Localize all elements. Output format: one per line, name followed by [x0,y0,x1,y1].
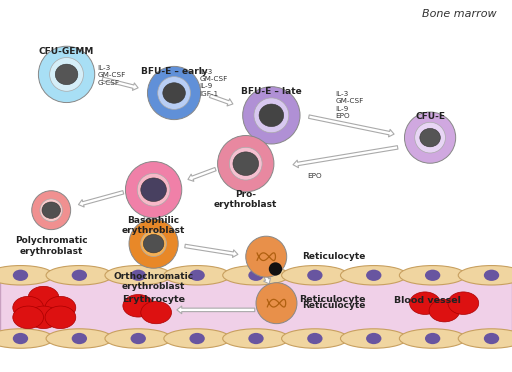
Ellipse shape [429,299,460,322]
Ellipse shape [38,46,95,103]
Ellipse shape [0,329,54,348]
Ellipse shape [50,58,83,91]
Ellipse shape [46,329,113,348]
Ellipse shape [223,329,289,348]
Ellipse shape [45,306,76,328]
Ellipse shape [189,270,205,281]
Ellipse shape [163,83,185,103]
Ellipse shape [254,98,289,133]
Ellipse shape [32,191,71,230]
Ellipse shape [410,292,440,314]
Ellipse shape [164,329,230,348]
Ellipse shape [425,333,440,344]
Ellipse shape [72,270,87,281]
Ellipse shape [141,178,166,202]
Text: Erythrocyte: Erythrocyte [122,295,185,304]
Ellipse shape [233,152,259,176]
Ellipse shape [307,333,323,344]
Ellipse shape [40,199,62,221]
Ellipse shape [256,283,297,324]
Ellipse shape [259,104,284,126]
Ellipse shape [458,329,512,348]
Ellipse shape [366,270,381,281]
Ellipse shape [141,231,166,256]
Ellipse shape [13,306,44,328]
Ellipse shape [46,266,113,285]
Ellipse shape [243,87,300,144]
Ellipse shape [13,270,28,281]
Ellipse shape [105,266,172,285]
Ellipse shape [13,333,28,344]
Ellipse shape [105,329,172,348]
Ellipse shape [425,270,440,281]
Text: Orthochromatic
erythroblast: Orthochromatic erythroblast [114,272,194,291]
Ellipse shape [246,236,287,277]
Ellipse shape [147,66,201,120]
Ellipse shape [366,333,381,344]
Ellipse shape [448,292,479,314]
Ellipse shape [137,173,170,206]
Ellipse shape [28,306,59,328]
Ellipse shape [164,266,230,285]
Ellipse shape [131,270,146,281]
Ellipse shape [484,333,499,344]
Text: CFU-E: CFU-E [415,112,445,121]
Text: Polychromatic
erythroblast: Polychromatic erythroblast [15,236,88,256]
Text: Bone marrow: Bone marrow [422,9,497,19]
Ellipse shape [307,270,323,281]
Ellipse shape [189,333,205,344]
Ellipse shape [72,333,87,344]
Text: Reticulocyte: Reticulocyte [300,295,366,304]
Ellipse shape [399,329,466,348]
Ellipse shape [399,266,466,285]
Ellipse shape [415,122,445,153]
Ellipse shape [229,147,262,180]
Ellipse shape [404,112,456,163]
Text: CFU-GEMM: CFU-GEMM [39,46,94,55]
Ellipse shape [420,128,440,147]
Text: BFU-E – late: BFU-E – late [241,87,302,96]
Ellipse shape [28,286,59,309]
Text: IL-3
GM-CSF
G-CSF: IL-3 GM-CSF G-CSF [97,65,125,86]
Ellipse shape [0,266,54,285]
Text: Reticulocyte: Reticulocyte [302,252,366,261]
Ellipse shape [143,234,164,253]
Ellipse shape [458,266,512,285]
Ellipse shape [13,296,44,319]
Text: IL-3
GM-CSF
IL-9
EPO: IL-3 GM-CSF IL-9 EPO [335,91,364,119]
Ellipse shape [129,219,178,268]
Ellipse shape [45,296,76,319]
Bar [0,275,512,339]
Text: Blood vessel: Blood vessel [394,296,461,305]
Ellipse shape [131,333,146,344]
Ellipse shape [484,270,499,281]
Ellipse shape [123,295,154,317]
Text: BFU-E – early: BFU-E – early [141,67,207,76]
Ellipse shape [42,202,60,218]
Ellipse shape [158,77,190,109]
Ellipse shape [248,333,264,344]
Ellipse shape [248,270,264,281]
Text: IL-3
GM-CSF
IL-9
IGF-1: IL-3 GM-CSF IL-9 IGF-1 [200,69,228,97]
Text: Basophilic
erythroblast: Basophilic erythroblast [122,216,185,235]
Ellipse shape [282,329,348,348]
Ellipse shape [282,266,348,285]
Text: EPO: EPO [307,173,322,179]
Text: Pro-
erythroblast: Pro- erythroblast [214,190,278,209]
Text: Reticulocyte: Reticulocyte [302,301,366,310]
Ellipse shape [55,64,78,85]
Ellipse shape [340,329,407,348]
Ellipse shape [223,266,289,285]
Ellipse shape [141,301,172,324]
Ellipse shape [340,266,407,285]
Ellipse shape [125,161,182,218]
Ellipse shape [269,262,282,276]
Ellipse shape [218,135,274,192]
